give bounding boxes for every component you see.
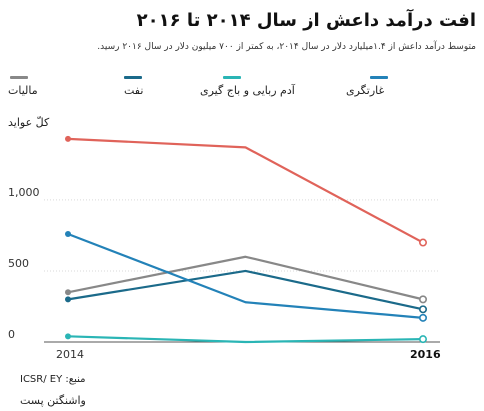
series-line (67, 335, 424, 344)
legend-label-kidnapping: آدم ربایی و باج گیری (200, 84, 295, 97)
legend-label-oil: نفت (124, 84, 144, 97)
source-note: منبع: ICSR/ EY (20, 374, 86, 385)
series-start-point (65, 289, 71, 296)
x-tick-label: 2016 (410, 348, 441, 361)
x-tick-label: 2014 (56, 348, 84, 361)
y-axis-label: کلّ عواید (8, 116, 50, 129)
series-line (67, 255, 424, 301)
series-start-point (65, 135, 71, 142)
series-end-point (418, 305, 427, 314)
series-end-point (418, 295, 427, 304)
y-tick-label: 500 (8, 257, 29, 270)
series-start-point (65, 296, 71, 303)
legend-label-taxes: مالیات (8, 84, 38, 97)
chart-title: افت درآمد داعش از سال ۲۰۱۴ تا ۲۰۱۶ (136, 10, 476, 31)
legend-swatch-looting (370, 76, 388, 79)
series-end-point (418, 335, 427, 344)
series-end-point (418, 238, 427, 247)
y-tick-label: 1,000 (8, 186, 40, 199)
series-line (67, 233, 424, 319)
series-line (67, 137, 424, 244)
legend-swatch-oil (124, 76, 142, 79)
series-start-point (65, 231, 71, 238)
legend-swatch-kidnapping (223, 76, 241, 79)
chart-subtitle: متوسط درآمد داعش از ۱.۴میلیارد دلار در س… (97, 42, 476, 52)
legend-swatch-taxes (10, 76, 28, 79)
series-start-point (65, 333, 71, 340)
series-line (67, 269, 424, 311)
legend-label-looting: غارتگری (346, 84, 385, 97)
series-end-point (418, 313, 427, 322)
y-tick-label: 0 (8, 328, 15, 341)
publisher-note: واشنگتن پست (20, 394, 86, 407)
